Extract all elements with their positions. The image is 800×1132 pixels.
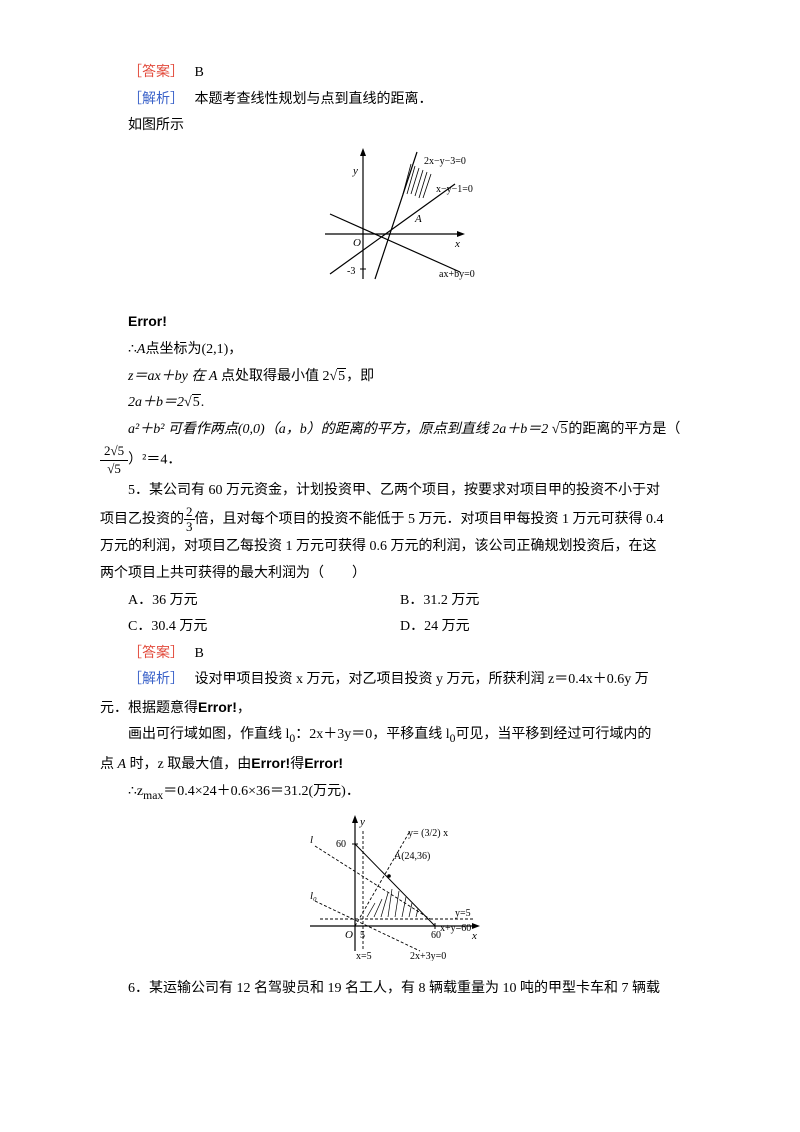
answer-value: B [195,65,204,80]
answer-label-5: ［答案］ [128,646,184,661]
text-z-min: z＝ax＋by 在 A 点处取得最小值 25，即 [100,364,700,391]
fig2-l: l [310,834,313,846]
fraction-2r5-r5: 2√5 √5 [100,443,128,478]
fig1-y-label: y [352,165,358,177]
fig2-x5: x=5 [356,951,372,961]
text-frac-4: 2√5 √5 ）²＝4． [100,443,700,478]
fig1-o-label: O [353,237,361,249]
fraction-2-3: 23 [184,505,195,535]
figure-2: y x O 60 60 5 x=5 y=5 x+y=60 y= (3/2) x … [100,811,700,972]
error-text-1: Error! [100,308,700,337]
options-row-1: A．36 万元 B．31.2 万元 [100,588,700,615]
text-a2b2: a²＋b² 可看作两点(0,0)（a，b）的距离的平方，原点到直线 2a＋b＝2… [100,417,700,444]
fig2-y: y [359,816,365,828]
options-row-2: C．30.4 万元 D．24 万元 [100,614,700,641]
jiexi-label-5: ［解析］ [128,672,184,687]
fig2-x: x [471,930,477,942]
fig2-xpy: x+y=60 [440,923,471,934]
q5-line-c: 万元的利润，对项目乙每投资 1 万元可获得 0.6 万元的利润，该公司正确规划投… [100,534,700,561]
q5-line-d: 两个项目上共可获得的最大利润为（ ） [100,561,700,588]
page: ［答案］ B ［解析］ 本题考查线性规划与点到直线的距离． 如图所示 y x O [0,0,800,1132]
fig2-l0: l₀ [310,890,317,902]
option-d: D．24 万元 [400,614,700,641]
fig2-5: 5 [360,930,365,941]
answer-label: ［答案］ [128,65,184,80]
q5-line-a: 5．某公司有 60 万元资金，计划投资甲、乙两个项目，按要求对项目甲的投资不小于… [100,478,700,505]
fig2-y5: y=5 [455,908,471,919]
fig1-m3: -3 [347,266,355,277]
q5-line-b: 项目乙投资的23倍，且对每个项目的投资不能低于 5 万元．对项目甲每投资 1 万… [100,505,700,535]
fig1-l3: ax+by=0 [439,269,475,280]
jiexi-line-5d: 点 A 时，z 取最大值，由Error!得Error! [100,750,700,779]
answer-value-5: B [195,646,204,661]
fig1-l2: x−y−1=0 [436,184,473,195]
jiexi-label: ［解析］ [128,92,184,107]
jiexi-line-5e: ∴zmax＝0.4×24＋0.6×36＝31.2(万元)． [100,779,700,807]
fig2-eq1: y= (3/2) x [408,828,448,839]
fig2-60t: 60 [336,839,346,850]
option-c: C．30.4 万元 [100,614,400,641]
jiexi-line-5c: 画出可行域如图，作直线 l0：2x＋3y＝0，平移直线 l0可见，当平移到经过可… [100,722,700,750]
figure-1: y x O A -3 2x−y−3=0 [100,144,700,305]
fig2-O: O [345,929,353,941]
q6-line: 6．某运输公司有 12 名驾驶员和 19 名工人，有 8 辆载重量为 10 吨的… [100,976,700,1003]
jiexi-text: 本题考查线性规划与点到直线的距离． [195,92,433,107]
text-2ab: 2a＋b＝25. [100,390,700,417]
answer-line-5: ［答案］ B [100,641,700,668]
fig1-l1: 2x−y−3=0 [424,156,466,167]
fig2-2x3y: 2x+3y=0 [410,951,446,961]
jiexi-line-5: ［解析］ 设对甲项目投资 x 万元，对乙项目投资 y 万元，所获利润 z＝0.4… [100,667,700,694]
fig2-A: A(24,36) [394,851,430,862]
option-b: B．31.2 万元 [400,588,700,615]
answer-line-1: ［答案］ B [100,60,700,87]
jiexi-line-1: ［解析］ 本题考查线性规划与点到直线的距离． [100,87,700,114]
jiexi-line-5b: 元．根据题意得Error!， [100,694,700,723]
option-a: A．36 万元 [100,588,400,615]
as-shown-text: 如图所示 [100,113,700,140]
fig1-A: A [414,213,422,225]
text-a-coord: ∴A点坐标为(2,1)， [100,337,700,364]
fig1-x-label: x [454,238,460,250]
